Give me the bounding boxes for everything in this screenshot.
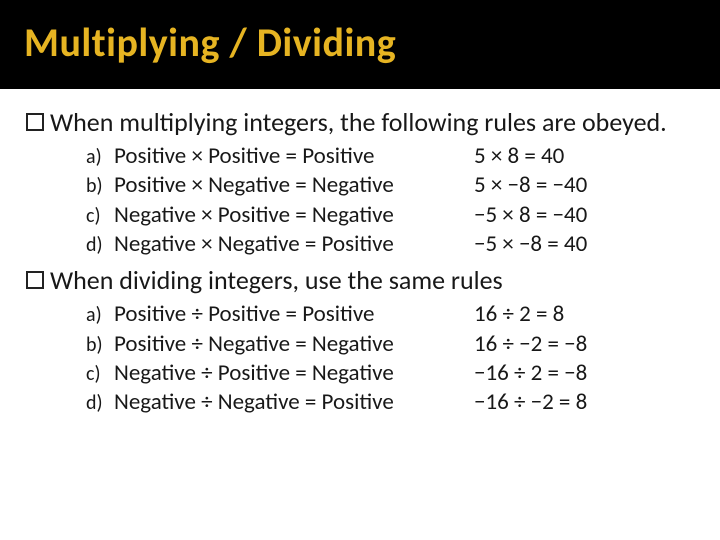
rule-row: b) Positive × Negative = Negative 5 × −8…	[86, 171, 694, 200]
rule-example: 5 × 8 = 40	[474, 142, 694, 171]
bullet-square-icon	[26, 113, 44, 131]
rule-row: b) Positive ÷ Negative = Negative 16 ÷ −…	[86, 330, 694, 359]
rule-row: c) Negative × Positive = Negative −5 × 8…	[86, 201, 694, 230]
section2-lead: When dividing integers, use the same rul…	[50, 265, 503, 296]
bullet-square-icon	[26, 271, 44, 289]
slide-title: Multiplying / Dividing	[24, 18, 696, 67]
rule-example: −5 × −8 = 40	[474, 230, 694, 259]
section2-rules: a) Positive ÷ Positive = Positive 16 ÷ 2…	[86, 300, 694, 418]
rule-letter: d)	[86, 391, 114, 417]
rule-text: Negative × Positive = Negative	[114, 201, 474, 230]
rule-letter: a)	[86, 145, 114, 171]
rule-row: a) Positive × Positive = Positive 5 × 8 …	[86, 142, 694, 171]
section2-lead-row: When dividing integers, use the same rul…	[26, 265, 694, 296]
rule-letter: c)	[86, 204, 114, 230]
rule-row: c) Negative ÷ Positive = Negative −16 ÷ …	[86, 359, 694, 388]
rule-row: d) Negative ÷ Negative = Positive −16 ÷ …	[86, 388, 694, 417]
rule-example: 5 × −8 = −40	[474, 171, 694, 200]
rule-text: Positive × Positive = Positive	[114, 142, 474, 171]
rule-letter: d)	[86, 233, 114, 259]
rule-letter: b)	[86, 174, 114, 200]
section1-rules: a) Positive × Positive = Positive 5 × 8 …	[86, 142, 694, 260]
section1-lead: When multiplying integers, the following…	[50, 107, 667, 138]
title-bar: Multiplying / Dividing	[0, 0, 720, 89]
rule-text: Positive ÷ Negative = Negative	[114, 330, 474, 359]
rule-letter: c)	[86, 362, 114, 388]
rule-text: Positive × Negative = Negative	[114, 171, 474, 200]
rule-row: d) Negative × Negative = Positive −5 × −…	[86, 230, 694, 259]
rule-example: −16 ÷ 2 = −8	[474, 359, 694, 388]
rule-letter: b)	[86, 333, 114, 359]
rule-text: Negative ÷ Negative = Positive	[114, 388, 474, 417]
section1-lead-row: When multiplying integers, the following…	[26, 107, 694, 138]
rule-text: Negative × Negative = Positive	[114, 230, 474, 259]
rule-example: 16 ÷ −2 = −8	[474, 330, 694, 359]
rule-example: 16 ÷ 2 = 8	[474, 300, 694, 329]
rule-text: Positive ÷ Positive = Positive	[114, 300, 474, 329]
rule-row: a) Positive ÷ Positive = Positive 16 ÷ 2…	[86, 300, 694, 329]
slide-content: When multiplying integers, the following…	[0, 89, 720, 418]
rule-example: −5 × 8 = −40	[474, 201, 694, 230]
rule-example: −16 ÷ −2 = 8	[474, 388, 694, 417]
rule-text: Negative ÷ Positive = Negative	[114, 359, 474, 388]
rule-letter: a)	[86, 303, 114, 329]
